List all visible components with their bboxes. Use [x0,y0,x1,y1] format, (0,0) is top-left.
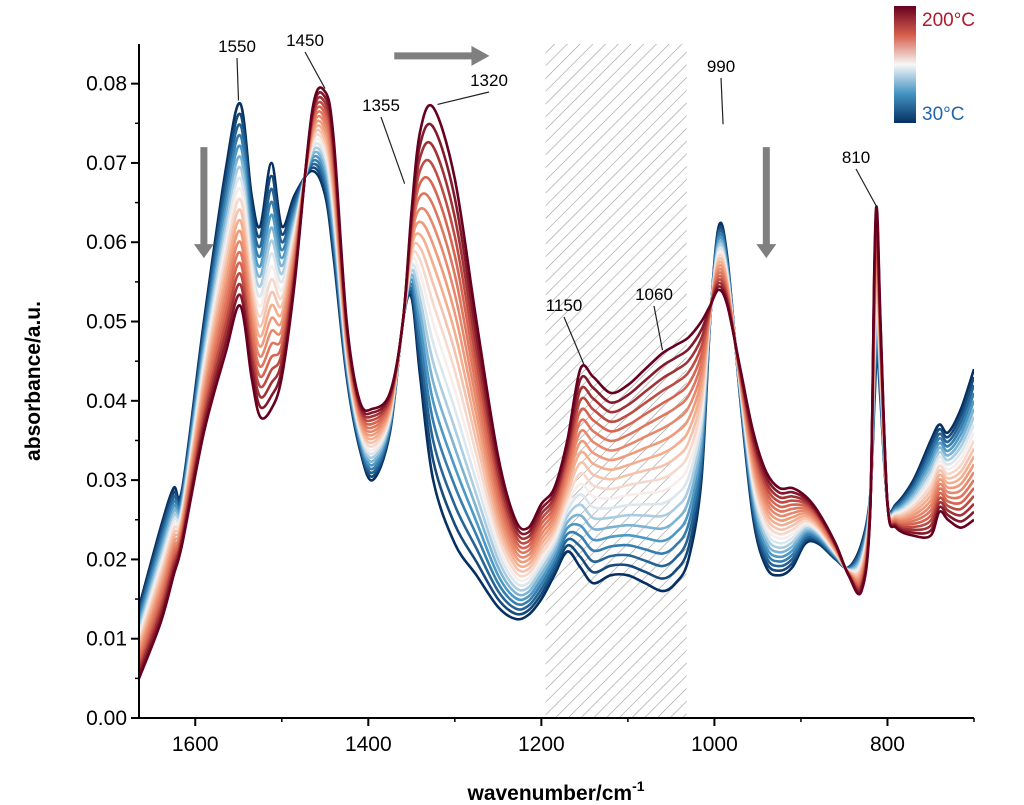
x-axis-title: wavenumber/cm-1 [466,778,644,805]
shaded-region-layer [545,44,687,718]
trend-arrows-layer [193,45,777,259]
annotation-label: 990 [707,57,735,76]
annotation-leader-line [380,116,406,184]
annotation-leader-line [855,168,878,208]
y-tick-label: 0.06 [86,231,127,254]
peak-annotations-layer: 1550 1450 1355 1320 1150 1060 990 810 [218,31,878,367]
y-tick-label: 0.08 [86,73,127,96]
y-tick-label: 0.01 [86,628,127,651]
colorbar-gradient [894,6,916,123]
annotation-leader-line [304,51,326,89]
trend-arrow-down [193,147,214,259]
y-tick-label: 0.07 [86,152,127,175]
trend-arrow-right [394,45,490,66]
x-tick-label: 1600 [172,733,219,756]
annotation-label: 810 [842,148,870,167]
x-axis-title-superscript: -1 [632,778,645,794]
y-tick-label: 0.05 [86,311,127,334]
annotation-label: 1320 [470,71,508,90]
annotation-label: 1150 [546,296,583,315]
annotation-leader-line [236,57,240,101]
annotation-leader-line [720,77,724,125]
annotation-leader-line [653,305,664,351]
hatched-region [545,44,687,718]
y-tick-label: 0.02 [86,548,127,571]
annotation-label: 1355 [362,96,400,115]
trend-arrow-down [756,147,777,259]
annotation-label: 1450 [286,31,324,50]
y-tick-label: 0.04 [86,390,127,413]
temperature-colorbar: 200°C 30°C [894,6,975,125]
x-tick-label: 1000 [691,733,738,756]
y-tick-label: 0.00 [86,707,127,730]
x-tick-label: 1200 [518,733,565,756]
annotation-leader-line [437,91,490,106]
colorbar-max-label: 200°C [922,10,975,31]
y-axis-title: absorbance/a.u. [22,301,45,461]
annotation-leader-line [563,316,586,367]
x-tick-label: 1400 [345,733,392,756]
y-tick-label: 0.03 [86,469,127,492]
spectra-series-layer [139,86,974,679]
annotation-label: 1060 [635,285,673,304]
x-tick-label: 800 [870,733,905,756]
colorbar-min-label: 30°C [922,104,964,125]
spectrum-line [139,86,974,679]
x-axis-title-text: wavenumber/cm [466,782,632,805]
annotation-label: 1550 [218,37,256,56]
axes-layer: 0.00 0.01 0.02 0.03 0.04 0.05 0.06 0.07 0.08 1600… [86,44,975,756]
